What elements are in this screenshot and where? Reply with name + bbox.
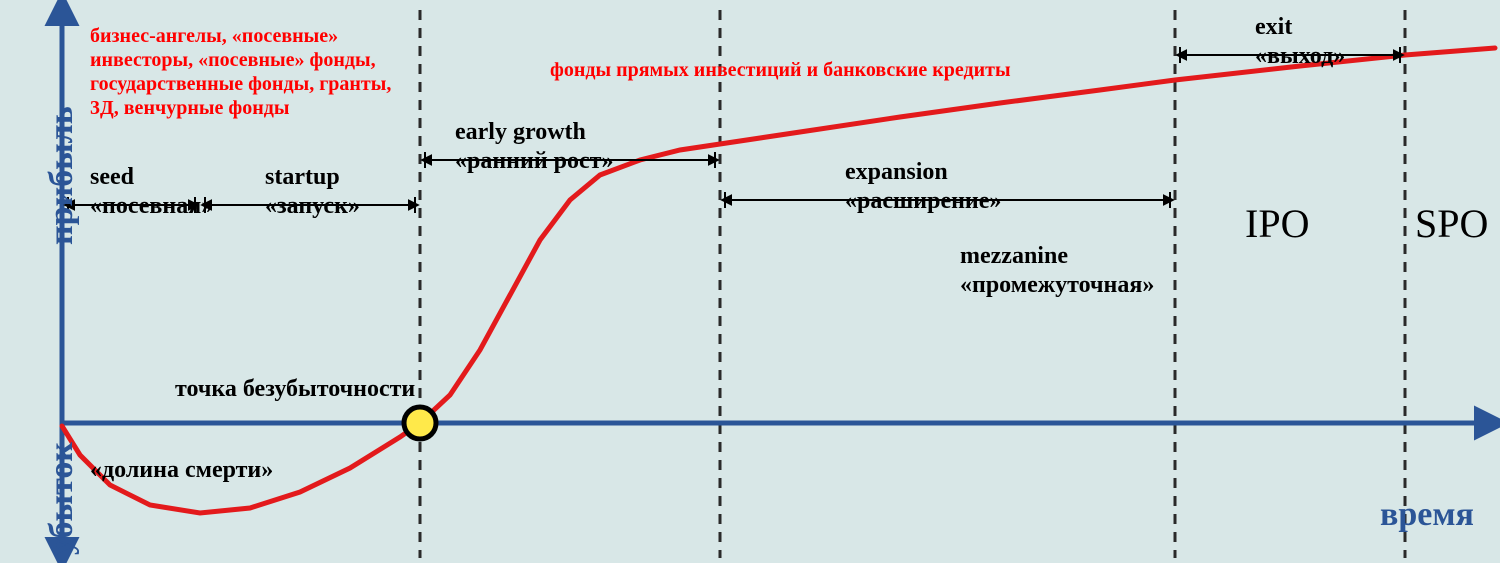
y-axis-label-loss: убыток <box>42 442 83 555</box>
stage-label-0: seed «посевная» <box>90 163 213 221</box>
mezzanine-label: mezzanine «промежуточная» <box>960 242 1154 300</box>
x-axis-label: время <box>1380 495 1474 536</box>
ipo-label: IPO <box>1245 200 1309 248</box>
investors-growth-label: фонды прямых инвестиций и банковские кре… <box>550 58 1011 82</box>
breakeven-label: точка безубыточности <box>175 375 415 404</box>
stage-label-3: expansion «расширение» <box>845 158 1001 216</box>
investors-early-label: бизнес-ангелы, «посевные» инвесторы, «по… <box>90 24 391 120</box>
valley-of-death-label: «долина смерти» <box>90 456 273 485</box>
y-axis-label-profit: прибыль <box>42 106 83 245</box>
stage-label-2: early growth «ранний рост» <box>455 118 613 176</box>
stage-label-4: exit «выход» <box>1255 13 1345 71</box>
breakeven-point <box>404 407 436 439</box>
spo-label: SPO <box>1415 200 1488 248</box>
stage-label-1: startup «запуск» <box>265 163 360 221</box>
